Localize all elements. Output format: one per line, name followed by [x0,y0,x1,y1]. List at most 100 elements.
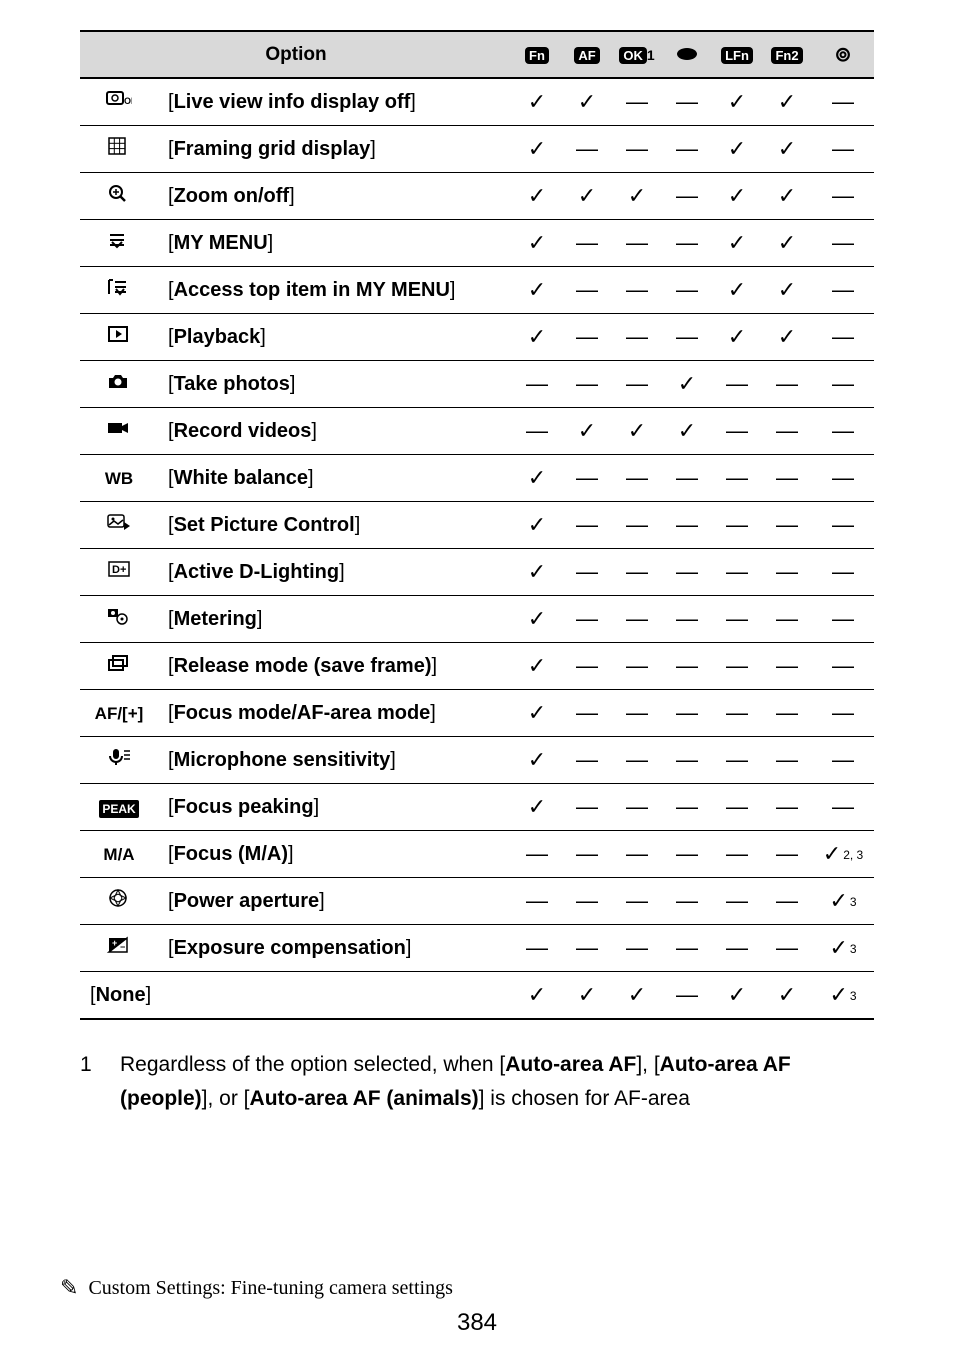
row-icon: M/A [80,831,158,878]
table-row: [Microphone sensitivity]✓—————— [80,737,874,784]
mark-cell: ✓ [562,78,612,126]
header-col-2: OK1 [612,31,662,78]
mark-cell: — [662,643,712,690]
mark-cell: — [612,361,662,408]
mark-cell: — [512,831,562,878]
table-row: [Metering]✓—————— [80,596,874,643]
mark-cell: ✓ [512,737,562,784]
row-label: [Zoom on/off] [158,173,512,220]
mark-cell: ✓ [762,78,812,126]
row-label: [Playback] [158,314,512,361]
mark-cell: — [762,455,812,502]
mark-cell: — [712,408,762,455]
mark-cell: — [562,549,612,596]
mark-cell: — [812,267,874,314]
row-label: [Framing grid display] [158,126,512,173]
mark-cell: — [612,314,662,361]
mark-cell: — [662,267,712,314]
mark-cell: — [612,78,662,126]
mark-cell: ✓ [512,643,562,690]
mark-cell: ✓ [512,126,562,173]
mark-cell: — [712,784,762,831]
mark-cell: — [812,784,874,831]
mark-cell: — [612,220,662,267]
row-icon [80,878,158,925]
mark-cell: ✓ [662,361,712,408]
header-col-1: AF [562,31,612,78]
table-row: D+[Active D-Lighting]✓—————— [80,549,874,596]
mark-cell: ✓ [762,126,812,173]
row-label: [Metering] [158,596,512,643]
table-row: [Take photos]———✓——— [80,361,874,408]
mark-cell: — [762,878,812,925]
row-label: [Release mode (save frame)] [158,643,512,690]
mark-cell: — [612,596,662,643]
mark-cell: — [512,361,562,408]
row-icon [80,737,158,784]
mark-cell: — [712,831,762,878]
header-col-3 [662,31,712,78]
mark-cell: — [662,455,712,502]
mark-cell: ✓ [762,972,812,1020]
options-table: Option Fn AF OK1 LFn Fn2 ⊚ OFF[Live view… [80,30,874,1020]
mark-cell: ✓ [712,173,762,220]
mark-cell: — [712,690,762,737]
mark-cell: ✓ [712,972,762,1020]
mark-cell: ✓ [512,784,562,831]
mark-cell: — [762,831,812,878]
row-icon: AF/[+] [80,690,158,737]
mark-cell: ✓ [762,314,812,361]
mark-cell: — [662,78,712,126]
mark-cell: ✓ [712,267,762,314]
table-row: [MY MENU]✓———✓✓— [80,220,874,267]
mark-cell: ✓ [512,78,562,126]
row-label: [Power aperture] [158,878,512,925]
mark-cell: — [812,78,874,126]
row-icon [80,361,158,408]
mark-cell: ✓ [712,126,762,173]
none-label: [None] [80,972,512,1020]
mark-cell: ✓ [562,173,612,220]
mark-cell: — [762,502,812,549]
row-label: [Access top item in MY MENU] [158,267,512,314]
svg-text:D+: D+ [112,564,126,576]
mark-cell: — [512,925,562,972]
mark-cell: ✓ [612,408,662,455]
table-row: PEAK[Focus peaking]✓—————— [80,784,874,831]
mark-cell: — [812,737,874,784]
header-option: Option [80,31,512,78]
mark-cell: — [712,596,762,643]
row-label: [White balance] [158,455,512,502]
mark-cell: — [662,502,712,549]
table-row: [Access top item in MY MENU]✓———✓✓— [80,267,874,314]
mark-cell: — [662,314,712,361]
row-label: [Exposure compensation] [158,925,512,972]
mark-cell: — [612,925,662,972]
mark-cell: — [562,596,612,643]
mark-cell: — [662,549,712,596]
mark-cell: — [812,314,874,361]
header-col-5: Fn2 [762,31,812,78]
mark-cell: ✓ [612,173,662,220]
mark-cell: — [612,643,662,690]
mark-cell: — [562,784,612,831]
pencil-icon: ✎ [60,1275,78,1301]
mark-cell: — [762,549,812,596]
mark-cell: — [812,361,874,408]
mark-cell: — [612,784,662,831]
mark-cell: — [612,455,662,502]
svg-text:+: + [112,938,117,948]
footer-section: Custom Settings: Fine-tuning camera sett… [88,1277,452,1300]
table-row: [Set Picture Control]✓—————— [80,502,874,549]
mark-cell: ✓3 [812,878,874,925]
table-row: WB[White balance]✓—————— [80,455,874,502]
mark-cell: ✓ [762,173,812,220]
mark-cell: — [562,643,612,690]
mark-cell: — [612,690,662,737]
mark-cell: — [662,220,712,267]
row-icon [80,267,158,314]
table-row: [Record videos]—✓✓✓——— [80,408,874,455]
mark-cell: — [812,549,874,596]
mark-cell: — [562,314,612,361]
mark-cell: ✓ [512,972,562,1020]
